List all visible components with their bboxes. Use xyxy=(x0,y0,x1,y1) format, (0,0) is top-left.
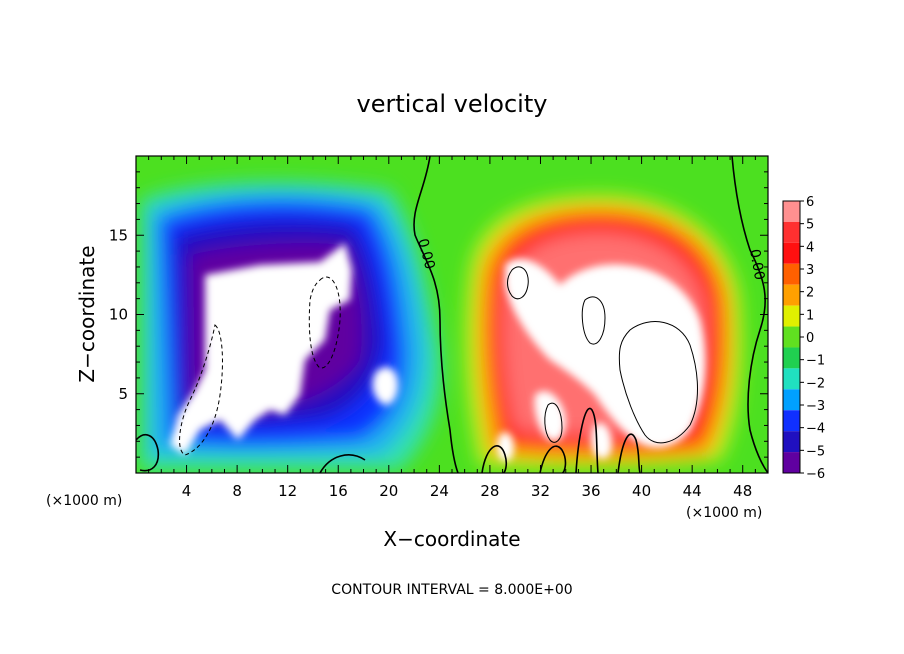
x-tick-label: 4 xyxy=(182,482,192,500)
colorbar-swatch xyxy=(783,452,800,473)
colorbar-swatch xyxy=(783,201,800,222)
colorbar-label: −4 xyxy=(806,422,825,437)
chart-title: vertical velocity xyxy=(357,90,548,118)
x-tick-label: 32 xyxy=(531,482,550,500)
x-tick-label: 12 xyxy=(278,482,297,500)
inner-contours xyxy=(179,266,698,456)
velocity-field: 0.00 0.00 xyxy=(136,156,768,473)
y-axis-label: Z−coordinate xyxy=(75,245,99,382)
colorbar-label: 3 xyxy=(806,263,814,278)
inner-contour-updraft xyxy=(618,321,698,444)
x-tick-label: 20 xyxy=(379,482,398,500)
downdraft-core-small xyxy=(372,367,398,405)
updraft-core xyxy=(505,258,706,448)
x-tick-label: 8 xyxy=(232,482,242,500)
x-unit-left: (×1000 m) xyxy=(46,493,122,509)
updraft-core-arm1 xyxy=(534,391,566,441)
colorbar-label: 2 xyxy=(806,286,814,301)
y-tick-label: 15 xyxy=(109,226,128,244)
zero-contour-bottom-2 xyxy=(539,445,567,473)
zero-contour-right xyxy=(731,156,768,473)
zero-contour-bottom-mid xyxy=(319,454,366,473)
colorbar-swatch xyxy=(783,410,800,432)
colorbar-swatch xyxy=(783,326,800,348)
zero-contour-bottom-4 xyxy=(617,433,641,473)
x-axis-ticks: 4 8 12 16 20 24 28 32 36 40 44 48 xyxy=(148,156,756,500)
colorbar-swatch xyxy=(783,347,800,369)
x-tick-label: 16 xyxy=(329,482,348,500)
colorbar: 6 5 4 3 2 1 0 −1 −2 −3 −4 −5 −6 xyxy=(782,195,825,482)
colorbar-label: −1 xyxy=(806,354,825,369)
zero-contour-bottom-left xyxy=(136,434,160,472)
colorbar-label: 4 xyxy=(806,240,814,255)
colorbar-label: −6 xyxy=(806,467,825,482)
colorbar-label: 0 xyxy=(806,331,814,346)
inner-contour-updraft-arm xyxy=(544,402,563,443)
x-tick-label: 44 xyxy=(683,482,702,500)
contour-label-left: 0.00 xyxy=(414,237,438,271)
zero-contours xyxy=(136,156,768,473)
zero-contour-bottom-3 xyxy=(575,407,599,473)
x-tick-label: 36 xyxy=(581,482,600,500)
colorbar-swatch xyxy=(783,368,800,390)
colorbar-swatch xyxy=(783,284,800,306)
updraft-core-arm3 xyxy=(497,432,514,462)
colorbar-label: 5 xyxy=(806,218,814,233)
contour-label-right: 0.00 xyxy=(746,248,767,281)
y-axis-ticks: 5 10 15 xyxy=(109,171,768,458)
colorbar-swatch xyxy=(783,305,800,327)
downdraft-core xyxy=(170,243,352,455)
inner-contour-updraft-small1 xyxy=(581,296,606,345)
colorbar-swatch xyxy=(783,389,800,411)
colorbar-label: 1 xyxy=(806,308,814,323)
colorbar-label: −5 xyxy=(806,444,825,459)
x-tick-label: 28 xyxy=(480,482,499,500)
zero-contour-left xyxy=(413,156,459,473)
colorbar-swatch xyxy=(783,263,800,285)
colorbar-swatch xyxy=(783,242,800,264)
x-axis-label: X−coordinate xyxy=(383,527,520,551)
inner-contour-updraft-small2 xyxy=(507,266,529,300)
contour-interval-footer: CONTOUR INTERVAL = 8.000E+00 xyxy=(331,582,572,598)
zero-contour-bottom-1 xyxy=(481,445,508,473)
dashed-contour-2 xyxy=(179,324,223,456)
x-tick-label: 40 xyxy=(632,482,651,500)
x-tick-label: 48 xyxy=(733,482,752,500)
colorbar-label: −2 xyxy=(806,376,825,391)
colorbar-label: 6 xyxy=(806,195,814,210)
colorbar-swatch xyxy=(783,221,800,243)
colorbar-label: −3 xyxy=(806,399,825,414)
x-unit-right: (×1000 m) xyxy=(686,505,762,521)
y-tick-label: 10 xyxy=(109,306,128,324)
colorbar-swatch xyxy=(783,431,800,453)
x-tick-label: 24 xyxy=(430,482,449,500)
y-tick-label: 5 xyxy=(118,385,128,403)
